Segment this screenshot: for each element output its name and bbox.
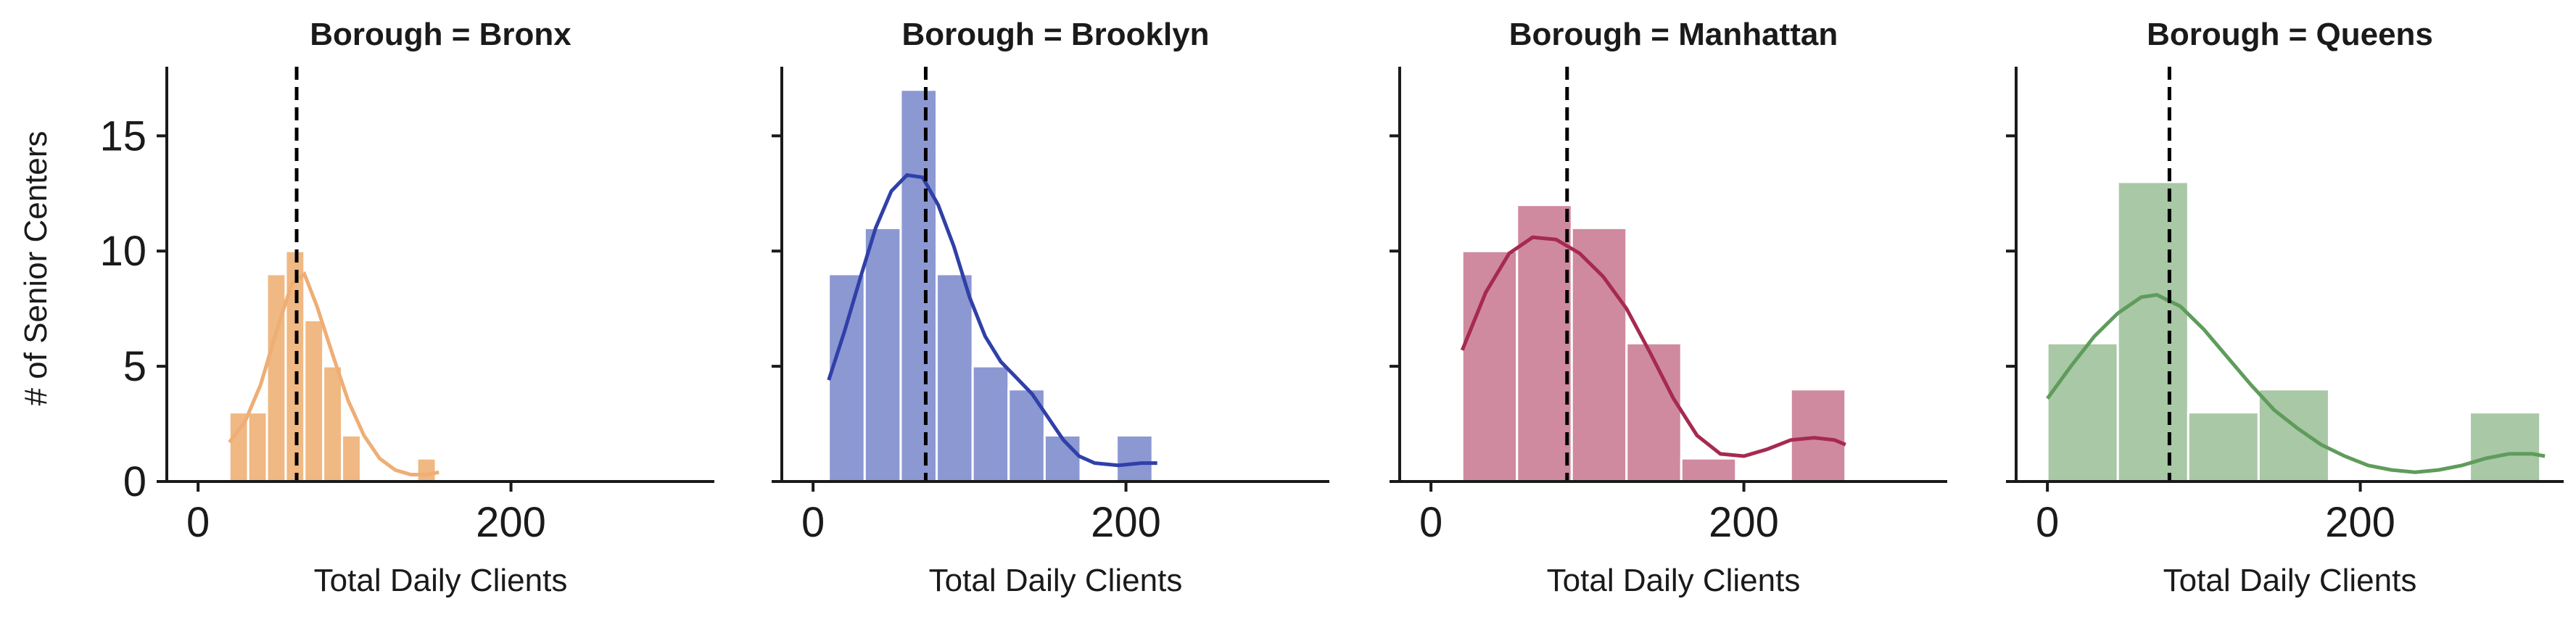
x-tick-label: 200 xyxy=(1091,499,1161,546)
kde-line xyxy=(228,271,439,476)
histogram-bar xyxy=(971,365,1010,483)
facet-panel: 0 200 Borough = Brooklyn Total Daily Client… xyxy=(772,17,1329,598)
x-tick-label: 0 xyxy=(186,499,210,546)
histogram-bar xyxy=(863,226,902,483)
kde-line xyxy=(827,173,1157,468)
x-tick-label: 200 xyxy=(1709,499,1779,546)
histogram-bar xyxy=(303,319,325,483)
histogram-bar xyxy=(1680,457,1738,483)
panel-title: Borough = Brooklyn xyxy=(901,17,1209,52)
histogram-bar xyxy=(416,457,437,483)
x-tick-label: 200 xyxy=(476,499,546,546)
histogram-bar xyxy=(827,273,866,483)
histogram-bar xyxy=(2187,411,2260,483)
histogram-bar xyxy=(1516,204,1573,483)
facet-panels: 0 5 10 15 0 200 Borough = Bronx Total Daily Cli… xyxy=(99,17,2564,598)
x-tick-label: 0 xyxy=(2036,499,2059,546)
x-axis-label: Total Daily Clients xyxy=(929,563,1183,598)
facet-panel: 0 200 Borough = Queens Total Daily Clients xyxy=(2006,17,2564,598)
histogram-bar xyxy=(2469,411,2542,483)
kde-line xyxy=(2046,293,2546,474)
kde-line xyxy=(1460,235,1846,458)
y-tick-label: 0 xyxy=(123,458,146,505)
panel-title: Borough = Bronx xyxy=(310,17,571,52)
y-axis-label: # of Senior Centers xyxy=(18,131,54,405)
y-tick-label: 15 xyxy=(99,112,146,160)
x-tick-label: 0 xyxy=(801,499,825,546)
histogram-bar xyxy=(341,434,362,483)
histogram-bar xyxy=(1789,388,1847,483)
x-axis-label: Total Daily Clients xyxy=(314,563,568,598)
histogram-bar xyxy=(1043,434,1082,483)
histogram-bar xyxy=(1570,226,1628,483)
histogram-bar xyxy=(2046,342,2119,483)
histogram-bar xyxy=(247,411,268,483)
y-tick-label: 5 xyxy=(123,343,146,390)
facet-panel: 0 5 10 15 0 200 Borough = Bronx Total Daily Cli… xyxy=(99,17,714,598)
x-axis-label: Total Daily Clients xyxy=(1547,563,1801,598)
panel-title: Borough = Manhattan xyxy=(1509,17,1838,52)
y-tick-label: 10 xyxy=(99,228,146,275)
histogram-bar xyxy=(1115,434,1154,483)
facet-panel: 0 200 Borough = Manhattan Total Daily Clien… xyxy=(1390,17,1947,598)
histogram-bar xyxy=(265,273,287,483)
histogram-bar xyxy=(899,88,938,483)
histogram-bar xyxy=(322,365,344,483)
panel-title: Borough = Queens xyxy=(2147,17,2433,52)
histogram-bar xyxy=(936,273,974,483)
x-tick-label: 0 xyxy=(1419,499,1442,546)
histogram-bar xyxy=(2116,181,2189,483)
x-tick-label: 200 xyxy=(2325,499,2395,546)
x-axis-label: Total Daily Clients xyxy=(2163,563,2417,598)
histogram-bar xyxy=(284,249,306,483)
